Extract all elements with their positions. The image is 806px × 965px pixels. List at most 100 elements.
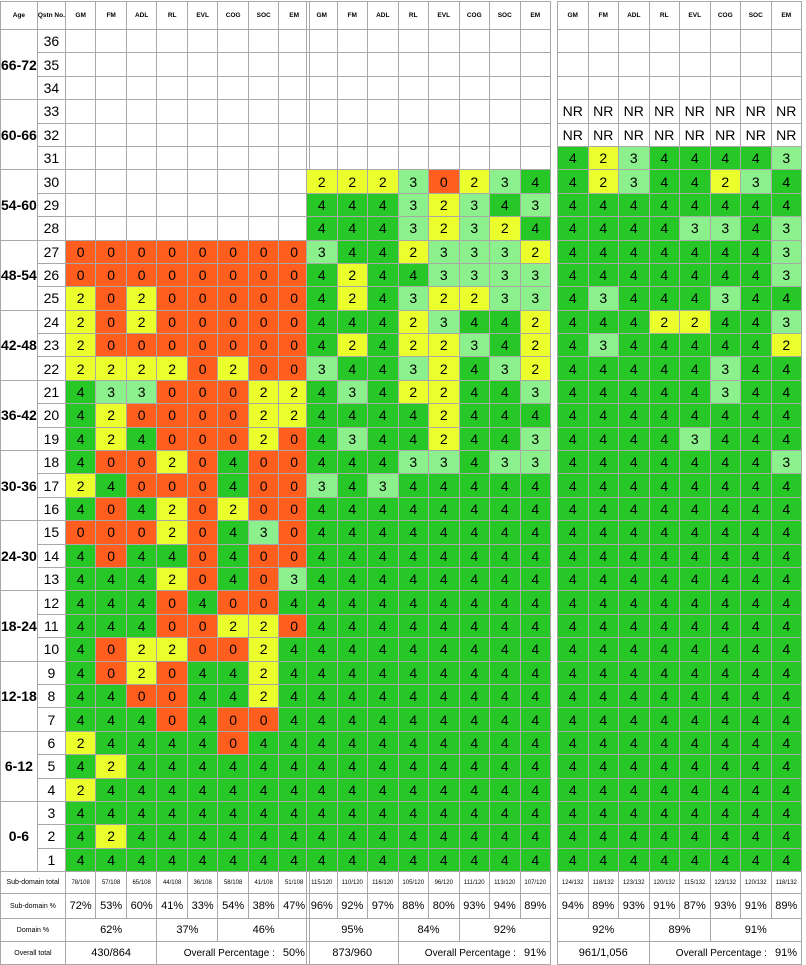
score-cell: 2 xyxy=(770,333,802,358)
score-cell: 4 xyxy=(156,543,188,568)
score-cell xyxy=(64,75,97,101)
score-cell xyxy=(247,169,280,194)
score-cell: 4 xyxy=(587,239,619,264)
score-cell: 4 xyxy=(740,683,772,709)
score-cell: 4 xyxy=(458,543,490,568)
score-cell: 4 xyxy=(458,473,490,498)
score-cell: NR xyxy=(618,99,650,124)
score-cell: NR xyxy=(587,122,619,147)
score-cell: 4 xyxy=(557,777,589,802)
score-cell: 4 xyxy=(709,777,741,802)
score-cell: 4 xyxy=(125,800,158,826)
score-cell: 4 xyxy=(95,730,127,756)
score-cell: 0 xyxy=(64,520,97,545)
score-cell: 4 xyxy=(306,403,338,428)
header-domain-em: EM xyxy=(519,1,551,30)
header-domain-gm: GM xyxy=(306,1,338,30)
score-cell: 4 xyxy=(489,496,521,522)
score-cell xyxy=(519,52,551,77)
header-domain-fm: FM xyxy=(587,1,619,30)
score-cell: 4 xyxy=(679,754,711,779)
question-number: 6 xyxy=(36,730,66,756)
score-cell xyxy=(278,169,310,194)
score-cell: 0 xyxy=(247,590,280,615)
score-cell: 4 xyxy=(519,707,551,732)
score-cell: 3 xyxy=(770,450,802,475)
score-cell: 4 xyxy=(679,286,711,311)
score-cell: 4 xyxy=(64,847,97,873)
score-cell xyxy=(428,75,460,101)
score-cell: 4 xyxy=(458,613,490,639)
score-cell: 0 xyxy=(217,707,249,732)
score-cell: 0 xyxy=(186,262,219,288)
score-cell: 2 xyxy=(397,379,429,405)
score-cell: 4 xyxy=(367,800,399,826)
score-cell: 4 xyxy=(709,543,741,568)
score-cell: 4 xyxy=(740,754,772,779)
score-cell: 4 xyxy=(587,520,619,545)
score-cell: 4 xyxy=(186,824,219,849)
score-cell xyxy=(125,75,158,101)
score-cell: 4 xyxy=(618,683,650,709)
score-cell: 0 xyxy=(156,379,188,405)
score-cell: 4 xyxy=(648,496,680,522)
score-cell: 4 xyxy=(679,660,711,685)
score-cell: 4 xyxy=(557,169,589,194)
score-cell: 3 xyxy=(770,145,802,171)
score-cell: 4 xyxy=(618,543,650,568)
score-cell: 2 xyxy=(648,309,680,335)
question-number: 34 xyxy=(36,75,66,101)
score-cell xyxy=(247,52,280,77)
score-cell: 3 xyxy=(489,239,521,264)
score-cell: 4 xyxy=(428,543,460,568)
score-cell: 4 xyxy=(740,333,772,358)
score-cell: NR xyxy=(709,99,741,124)
panel-assessment-3: GM FM ADL RL EVL COG SOC EM NR NR NR NR NR NR NR NR NR NR… xyxy=(557,1,802,965)
score-cell xyxy=(557,28,589,54)
domain-percent: 89% xyxy=(648,918,711,943)
score-cell: 4 xyxy=(648,777,680,802)
question-number: 8 xyxy=(36,683,66,709)
score-cell: 4 xyxy=(648,426,680,452)
score-cell: 0 xyxy=(278,426,310,452)
score-cell: 4 xyxy=(306,286,338,311)
score-cell: 2 xyxy=(95,754,127,779)
score-cell: 4 xyxy=(740,707,772,732)
score-cell xyxy=(367,28,399,54)
score-cell: 2 xyxy=(217,613,249,639)
score-cell: 4 xyxy=(278,777,310,802)
score-cell: 4 xyxy=(336,613,368,639)
score-cell: 4 xyxy=(740,450,772,475)
score-cell: 2 xyxy=(217,356,249,381)
score-cell: 4 xyxy=(278,847,310,873)
score-cell: 3 xyxy=(458,333,490,358)
score-cell: 4 xyxy=(217,450,249,475)
score-cell: 2 xyxy=(64,777,97,802)
score-cell: 4 xyxy=(367,777,399,802)
score-cell xyxy=(64,145,97,171)
score-cell: 4 xyxy=(489,590,521,615)
subdomain-percent: 93% xyxy=(709,893,741,920)
score-cell: 4 xyxy=(64,496,97,522)
score-cell: 4 xyxy=(770,613,802,639)
score-cell: 2 xyxy=(519,309,551,335)
header-domain-cog: COG xyxy=(217,1,249,30)
score-cell: 3 xyxy=(489,169,521,194)
question-number: 29 xyxy=(36,192,66,218)
score-cell xyxy=(64,28,97,54)
question-number: 35 xyxy=(36,52,66,77)
score-cell: 4 xyxy=(557,333,589,358)
score-cell: 4 xyxy=(489,543,521,568)
score-cell: 3 xyxy=(709,356,741,381)
table-row: 48-54 27 0 0 0 0 0 0 0 0 xyxy=(0,239,310,311)
score-cell xyxy=(186,122,219,147)
score-cell: 0 xyxy=(125,520,158,545)
score-cell: 3 xyxy=(428,262,460,288)
question-number: 25 xyxy=(36,286,66,311)
score-cell xyxy=(367,75,399,101)
score-cell xyxy=(186,99,219,124)
